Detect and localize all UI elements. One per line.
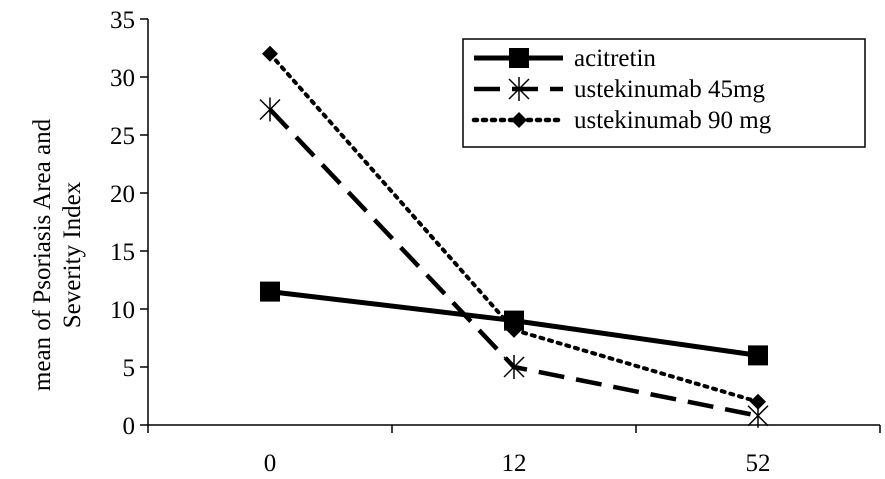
data-point (260, 281, 280, 302)
legend-marker (508, 77, 530, 101)
legend-label: ustekinumab 90 mg (574, 107, 772, 134)
y-tick-label: 25 (110, 123, 135, 150)
x-tick-label: 0 (264, 450, 277, 477)
y-axis-title: mean of Psoriasis Area and Severity Inde… (29, 118, 86, 391)
series-1 (260, 281, 768, 366)
y-tick-label: 35 (110, 7, 135, 34)
x-axis-ticks: 0 12 52 (147, 425, 881, 477)
data-point (259, 97, 281, 122)
x-tick-label: 52 (746, 450, 771, 477)
y-axis-ticks: 0 5 10 15 20 25 30 35 (110, 7, 148, 440)
data-point (262, 45, 278, 62)
y-axis-title-line-1: mean of Psoriasis Area and (29, 118, 56, 391)
legend-label: ustekinumab 45mg (574, 76, 765, 103)
legend-item: ustekinumab 90 mg (471, 107, 772, 134)
legend-label: acitretin (574, 45, 656, 72)
series-layer (259, 45, 769, 428)
data-point (750, 393, 766, 410)
data-point (506, 321, 522, 338)
y-tick-label: 5 (123, 355, 136, 382)
data-point (748, 345, 768, 366)
legend-marker (509, 48, 529, 68)
legend: acitretin ustekinumab 45mg ustekinumab 90 … (462, 38, 866, 148)
x-tick-label: 12 (502, 450, 527, 477)
legend-marker (511, 112, 527, 128)
y-tick-label: 10 (110, 297, 135, 324)
legend-item: ustekinumab 45mg (474, 76, 765, 103)
y-tick-label: 0 (123, 413, 136, 440)
data-point (503, 355, 525, 379)
y-tick-label: 15 (110, 239, 135, 266)
y-tick-label: 30 (110, 65, 135, 92)
y-axis-title-line-2: Severity Index (59, 181, 86, 328)
series-3 (262, 45, 766, 410)
y-tick-label: 20 (110, 181, 135, 208)
legend-item: acitretin (474, 45, 656, 72)
